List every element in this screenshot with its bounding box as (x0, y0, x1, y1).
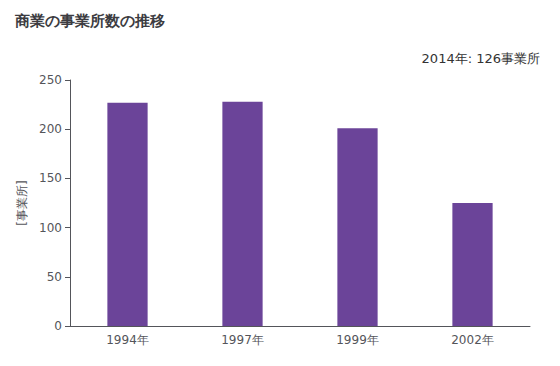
svg-text:商業の事業所数の推移: 商業の事業所数の推移 (14, 12, 165, 30)
svg-text:50: 50 (47, 270, 62, 284)
svg-text:100: 100 (39, 221, 62, 235)
svg-text:1997年: 1997年 (221, 333, 264, 347)
svg-text:200: 200 (39, 122, 62, 136)
svg-text:0: 0 (54, 319, 62, 333)
svg-text:150: 150 (39, 171, 62, 185)
svg-text:[事業所]: [事業所] (15, 180, 29, 225)
svg-text:1999年: 1999年 (336, 333, 379, 347)
svg-text:2014年: 126事業所: 2014年: 126事業所 (422, 51, 540, 66)
svg-text:2002年: 2002年 (451, 333, 494, 347)
svg-text:250: 250 (39, 73, 62, 87)
svg-text:1994年: 1994年 (106, 333, 149, 347)
